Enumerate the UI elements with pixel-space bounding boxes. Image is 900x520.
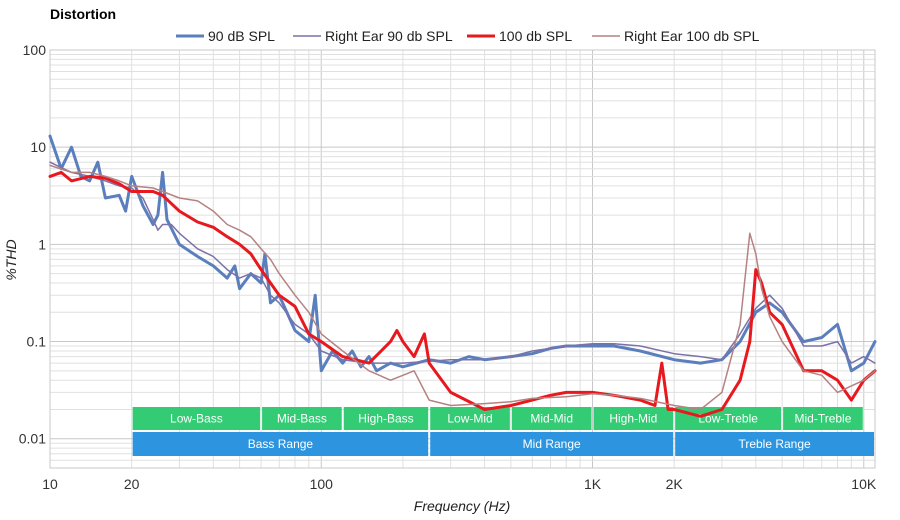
- band-label: Bass Range: [248, 437, 314, 451]
- legend: 90 dB SPL Right Ear 90 db SPL 100 db SPL Ri…: [176, 28, 760, 44]
- band-label: Treble Range: [738, 437, 811, 451]
- band-label: Mid-Treble: [794, 412, 851, 426]
- band-label: Mid Range: [523, 437, 581, 451]
- band-label: Mid-Mid: [530, 412, 573, 426]
- legend-entry: Right Ear 100 db SPL: [624, 28, 760, 44]
- band-mid-treble: [783, 407, 863, 430]
- y-tick-label: 0.01: [19, 431, 46, 447]
- series-line-1: [49, 161, 876, 364]
- x-tick-label: 20: [124, 476, 140, 492]
- band-label: Low-Mid: [447, 412, 492, 426]
- x-tick-label: 10: [42, 476, 58, 492]
- y-tick-label: 10: [30, 139, 46, 155]
- series-lines: [48, 134, 877, 418]
- y-axis-title: %THD: [3, 239, 19, 280]
- band-high-bass: [343, 407, 429, 430]
- band-label: Low-Treble: [698, 412, 758, 426]
- band-label: Low-Bass: [170, 412, 223, 426]
- legend-entry: Right Ear 90 db SPL: [325, 28, 453, 44]
- band-mid-bass: [262, 407, 342, 430]
- frequency-bands: Low-Bass Mid-Bass High-Bass Low-Mid Mid-Mid H…: [132, 407, 874, 456]
- band-low-mid: [430, 407, 510, 430]
- series-line-3: [49, 164, 876, 411]
- x-axis-title: Frequency (Hz): [414, 498, 510, 514]
- legend-entry: 100 db SPL: [499, 28, 572, 44]
- y-tick-label: 1: [38, 236, 46, 252]
- series-line-2: [48, 170, 877, 418]
- band-label: High-Bass: [358, 412, 413, 426]
- band-low-bass: [132, 407, 261, 430]
- x-tick-label: 1K: [584, 476, 602, 492]
- band-high-mid: [593, 407, 674, 430]
- x-tick-label: 100: [310, 476, 334, 492]
- band-low-treble: [675, 407, 782, 430]
- plot-frame: [49, 49, 876, 469]
- x-axis-ticks: 10 20 100 1K 2K 10K: [42, 476, 877, 492]
- band-mid-mid: [511, 407, 592, 430]
- band-bass-range: [132, 432, 429, 456]
- band-label: High-Mid: [609, 412, 657, 426]
- y-tick-label: 100: [23, 42, 47, 58]
- band-label: Mid-Bass: [277, 412, 327, 426]
- series-line-0: [48, 134, 877, 373]
- chart-title: Distortion: [50, 6, 116, 22]
- x-tick-label: 10K: [851, 476, 877, 492]
- x-tick-label: 2K: [666, 476, 684, 492]
- y-tick-label: 0.1: [27, 334, 47, 350]
- legend-entry: 90 dB SPL: [208, 28, 275, 44]
- band-mid-range: [430, 432, 674, 456]
- band-treble-range: [675, 432, 874, 456]
- y-axis-ticks: 100 10 1 0.1 0.01: [19, 42, 46, 447]
